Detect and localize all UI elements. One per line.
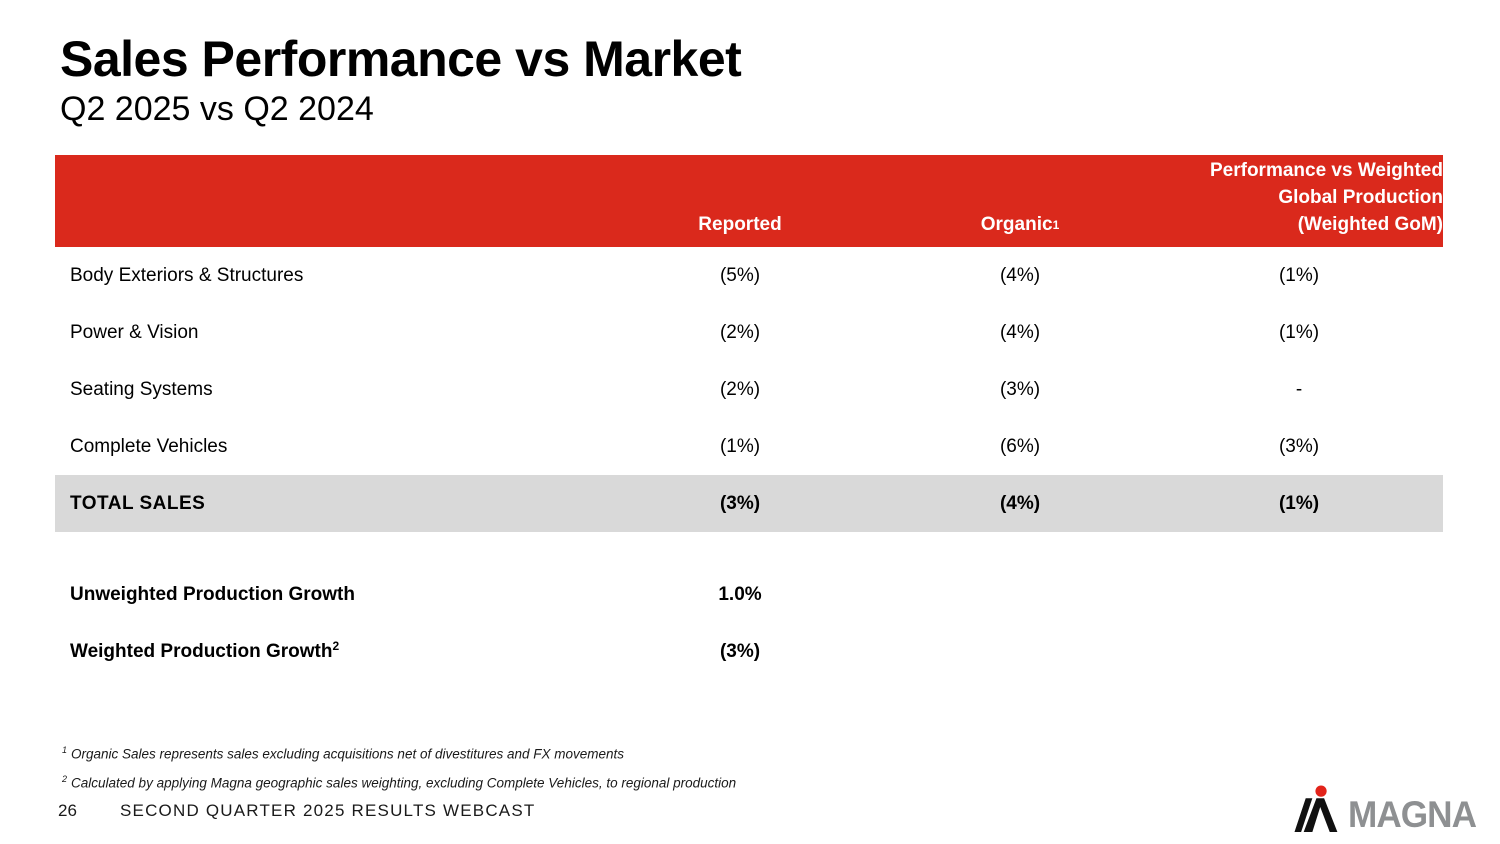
header-performance: Performance vs Weighted Global Productio… (1209, 160, 1443, 235)
row-label: Body Exteriors & Structures (70, 264, 304, 286)
footer-webcast-label: SECOND QUARTER 2025 RESULTS WEBCAST (120, 801, 536, 820)
footnote-1: 1 Organic Sales represents sales excludin… (62, 745, 625, 762)
magna-wordmark: MAGNA (1348, 794, 1477, 835)
table-row: Seating Systems (2%) (3%) - (55, 361, 1443, 418)
table-row: Body Exteriors & Structures (5%) (4%) (1… (55, 247, 1443, 304)
row-organic-value: (4%) (999, 321, 1041, 343)
footnote-2: 2 Calculated by applying Magna geographic… (62, 773, 737, 791)
row-reported-value: (1%) (719, 435, 761, 457)
magna-m-icon (1294, 785, 1338, 832)
row-organic-value: (3%) (999, 378, 1041, 400)
row-performance-value: (1%) (1278, 264, 1320, 286)
footnotes: 1 Organic Sales represents sales excludin… (62, 738, 736, 795)
row-performance-value: - (1295, 378, 1303, 400)
page-title: Sales Performance vs Market (60, 31, 742, 87)
magna-logo: MAGNA (1294, 785, 1483, 835)
weighted-production-label: Weighted Production Growth 2 (70, 638, 340, 662)
table-header-row: Reported Organic 1 Performance vs Weighte… (55, 155, 1443, 247)
row-organic-value: (6%) (999, 435, 1041, 457)
total-reported-value: (3%) (719, 492, 761, 514)
page-subtitle: Q2 2025 vs Q2 2024 (60, 90, 374, 128)
page-number: 26 (58, 801, 77, 820)
table-row: Complete Vehicles (1%) (6%) (3%) (55, 418, 1443, 475)
row-performance-value: (1%) (1278, 321, 1320, 343)
header-organic: Organic 1 (885, 155, 1155, 247)
row-reported-value: (5%) (719, 264, 761, 286)
row-reported-value: (2%) (719, 378, 761, 400)
table-row: Power & Vision (2%) (4%) (1%) (55, 304, 1443, 361)
weighted-production-row: Weighted Production Growth 2 (3%) (55, 623, 1443, 680)
weighted-footnote-marker: 2 (332, 638, 340, 653)
total-label: TOTAL SALES (70, 492, 206, 514)
sales-performance-table: Reported Organic 1 Performance vs Weighte… (55, 155, 1443, 532)
unweighted-production-label: Unweighted Production Growth (70, 583, 355, 605)
row-performance-value: (3%) (1278, 435, 1320, 457)
unweighted-production-row: Unweighted Production Growth 1.0% (55, 566, 1443, 623)
row-label: Complete Vehicles (70, 435, 228, 457)
total-sales-row: TOTAL SALES (3%) (4%) (1%) (55, 475, 1443, 532)
header-spacer-cell (55, 155, 595, 247)
organic-footnote-marker: 1 (1052, 218, 1060, 232)
row-organic-value: (4%) (999, 264, 1041, 286)
title-block: Sales Performance vs Market Q2 2025 vs Q… (60, 30, 742, 130)
total-performance-value: (1%) (1278, 492, 1320, 514)
production-growth-section: Unweighted Production Growth 1.0% Weight… (55, 566, 1443, 680)
row-reported-value: (2%) (719, 321, 761, 343)
header-reported: Reported (698, 214, 782, 235)
row-label: Power & Vision (70, 321, 199, 343)
total-organic-value: (4%) (999, 492, 1041, 514)
weighted-production-value: (3%) (719, 640, 761, 662)
unweighted-production-value: 1.0% (718, 583, 762, 605)
row-label: Seating Systems (70, 378, 213, 400)
